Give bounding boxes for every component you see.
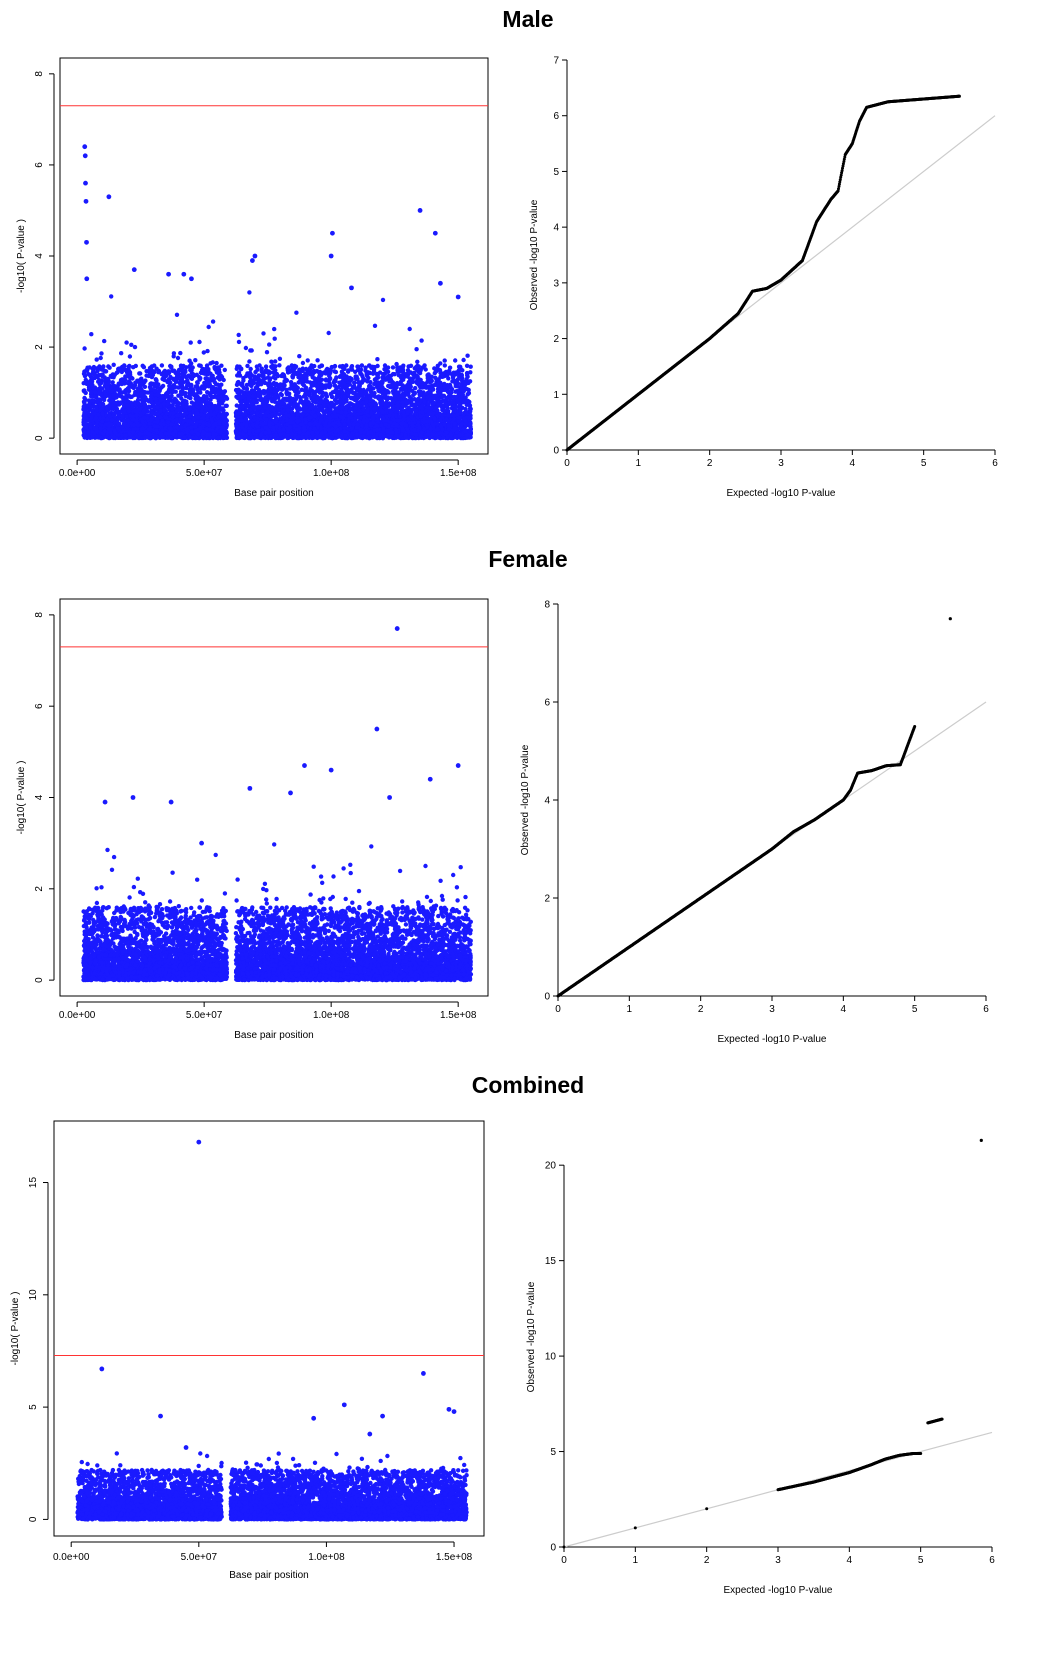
snp-point [243, 345, 249, 351]
y-tick-label: 8 [34, 71, 45, 77]
y-tick-label: 6 [34, 162, 45, 168]
snp-point [277, 356, 283, 361]
section-title-combined: Combined [0, 1072, 1056, 1099]
snp-point [129, 342, 134, 347]
snp-point [297, 354, 302, 359]
snp-point [453, 358, 458, 363]
snp-point [273, 359, 278, 364]
snp-point [394, 361, 399, 367]
snp-point [175, 355, 181, 361]
snp-point [375, 417, 380, 423]
snp-point [214, 360, 219, 366]
snp-point [372, 323, 378, 328]
snp-point [272, 336, 277, 341]
snp-point [171, 351, 177, 356]
x-tick-label: 1.5e+08 [440, 468, 477, 479]
snp-point [299, 387, 304, 392]
snp-point [179, 396, 184, 401]
snp-point [124, 340, 129, 345]
snp-point [127, 354, 133, 359]
x-tick-label: 0.0e+00 [59, 468, 96, 479]
snp-point [407, 326, 412, 332]
y-tick-label: 4 [34, 253, 45, 259]
snp-point [201, 350, 206, 355]
snp-point [326, 330, 331, 336]
snp-point [272, 326, 277, 332]
snp-point [300, 360, 306, 366]
snp-point [197, 339, 202, 345]
snp-point [94, 357, 99, 362]
snp-point [315, 358, 320, 363]
y-axis-label: -log10( P-value ) [16, 219, 27, 293]
snp-point [250, 435, 255, 440]
y-tick-label: 0 [34, 435, 45, 441]
snp-point [99, 351, 104, 356]
snp-point [319, 394, 325, 399]
snp-point [465, 353, 470, 358]
snp-point [465, 392, 470, 397]
snp-point [375, 357, 380, 362]
snp-point [109, 294, 114, 299]
snp-point [111, 362, 116, 367]
snp-point [410, 435, 415, 441]
snp-point [234, 423, 239, 429]
snp-point [380, 297, 386, 303]
snp-point [264, 350, 270, 355]
snp-point [82, 346, 87, 351]
x-axis-label: Base pair position [234, 488, 314, 499]
snp-point [415, 359, 420, 364]
snp-point [98, 355, 103, 361]
male-manhattan-plot: 0.0e+00 5.0e+07 1.0e+08 1.5e+08 0 2 4 6 8 Base pa… [16, 57, 489, 499]
snp-point [267, 342, 272, 347]
snp-point [465, 399, 470, 404]
snp-point [205, 348, 210, 354]
snp-point [269, 359, 274, 364]
snp-point [100, 402, 106, 407]
snp-point [419, 338, 424, 343]
snp-point [340, 404, 346, 410]
snp-point [261, 331, 266, 336]
snp-point [210, 319, 216, 324]
snp-point [178, 350, 183, 356]
snp-point [414, 347, 419, 352]
snp-point [461, 357, 466, 363]
x-tick-label: 5.0e+07 [186, 468, 223, 479]
snp-point [247, 290, 252, 295]
snp-point [236, 339, 242, 345]
snp-point [248, 348, 253, 353]
snp-point [442, 358, 447, 363]
snp-point [210, 360, 215, 365]
snp-point [206, 324, 211, 330]
snp-points [81, 290, 473, 441]
snp-point [247, 359, 252, 364]
x-tick-label: 1.0e+08 [313, 468, 350, 479]
snp-point [119, 351, 124, 356]
snp-point [188, 340, 193, 345]
y-tick-label: 2 [34, 344, 45, 350]
snp-point [294, 310, 299, 315]
section-title-male: Male [0, 6, 1056, 33]
snp-point [193, 358, 198, 363]
section-title-female: Female [0, 546, 1056, 573]
snp-point [102, 338, 107, 344]
snp-point [277, 363, 282, 368]
snp-point [174, 312, 180, 317]
snp-point [89, 332, 94, 337]
snp-point [305, 358, 310, 363]
snp-point [132, 344, 138, 350]
snp-point [446, 376, 451, 381]
plot-frame [59, 57, 489, 455]
